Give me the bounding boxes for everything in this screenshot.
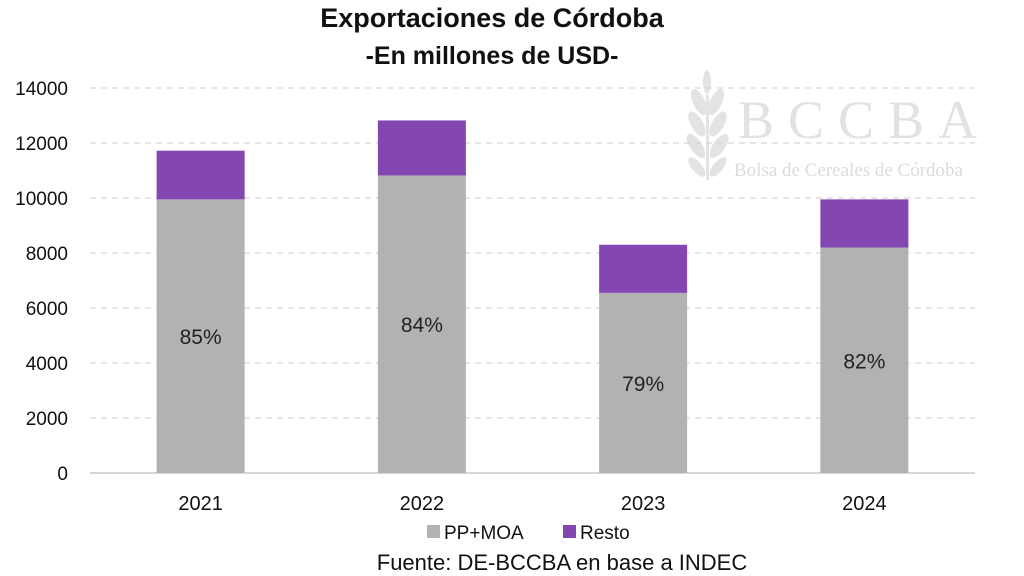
watermark-subtitle: Bolsa de Cereales de Córdoba (734, 160, 964, 181)
bar-pp-moa-2023 (599, 292, 688, 473)
legend-label-pp-moa: PP+MOA (444, 523, 524, 544)
y-tick-label: 6000 (26, 299, 68, 320)
source-note: Fuente: DE-BCCBA en base a INDEC (377, 550, 748, 575)
y-axis: 0 2000 4000 6000 8000 10000 12000 14000 (15, 79, 68, 485)
bar-resto-2024 (820, 199, 909, 248)
y-tick-label: 10000 (15, 189, 68, 210)
bar-share-label: 84% (401, 314, 443, 337)
bar-share-label: 82% (843, 350, 885, 373)
bar-resto-2023 (599, 244, 688, 293)
legend-swatch-pp-moa (427, 525, 440, 538)
watermark: BCCBA Bolsa de Cereales de Córdoba (686, 70, 991, 181)
chart-title: Exportaciones de Córdoba (320, 3, 665, 33)
bar-pp-moa-2024 (820, 247, 909, 473)
x-tick-label: 2024 (842, 493, 887, 515)
legend-swatch-resto (563, 525, 576, 538)
bar-pp-moa-2021 (156, 199, 245, 473)
bars: 85% 84% 79% 82% (156, 120, 909, 473)
wheat-icon (686, 70, 729, 180)
x-tick-label: 2022 (400, 493, 445, 515)
bar-resto-2021 (156, 150, 245, 200)
y-tick-label: 2000 (26, 409, 68, 430)
bar-pp-moa-2022 (377, 175, 466, 473)
chart-subtitle: -En millones de USD- (366, 42, 619, 70)
y-tick-label: 8000 (26, 244, 68, 265)
y-tick-label: 14000 (15, 79, 68, 100)
x-tick-label: 2023 (621, 493, 666, 515)
y-tick-label: 4000 (26, 354, 68, 375)
legend-label-resto: Resto (580, 523, 630, 544)
bar-resto-2022 (377, 120, 466, 176)
x-tick-label: 2021 (178, 493, 223, 515)
legend: PP+MOA Resto (427, 523, 630, 544)
y-tick-label: 12000 (15, 134, 68, 155)
x-axis: 2021 2022 2023 2024 (178, 493, 886, 515)
bar-share-label: 79% (622, 373, 664, 396)
watermark-logo-text: BCCBA (738, 90, 991, 150)
bar-share-label: 85% (180, 326, 222, 349)
y-tick-label: 0 (57, 464, 68, 485)
